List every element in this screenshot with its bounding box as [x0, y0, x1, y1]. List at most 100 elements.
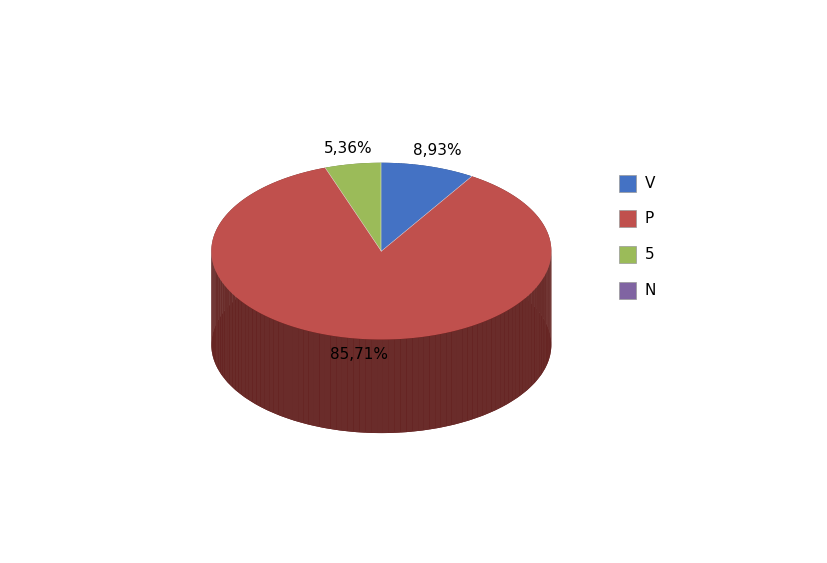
Polygon shape: [413, 337, 418, 432]
Polygon shape: [428, 166, 429, 260]
Polygon shape: [351, 164, 352, 258]
Polygon shape: [381, 163, 383, 256]
Polygon shape: [288, 176, 293, 271]
Polygon shape: [462, 328, 467, 422]
Polygon shape: [394, 163, 396, 257]
Polygon shape: [447, 169, 449, 263]
Polygon shape: [339, 166, 340, 259]
Polygon shape: [308, 331, 314, 426]
Polygon shape: [353, 338, 360, 432]
Polygon shape: [274, 320, 279, 415]
Polygon shape: [541, 221, 543, 318]
Polygon shape: [433, 167, 434, 261]
Polygon shape: [366, 163, 367, 257]
Polygon shape: [452, 330, 457, 425]
Polygon shape: [534, 287, 537, 383]
Polygon shape: [543, 275, 545, 372]
Polygon shape: [342, 165, 343, 258]
Polygon shape: [217, 274, 218, 370]
Text: 8,93%: 8,93%: [413, 144, 461, 158]
Polygon shape: [377, 163, 379, 256]
Polygon shape: [405, 164, 407, 257]
Polygon shape: [467, 326, 472, 421]
Polygon shape: [457, 329, 462, 424]
Polygon shape: [532, 289, 534, 386]
Polygon shape: [304, 171, 308, 266]
Polygon shape: [486, 182, 491, 277]
Polygon shape: [423, 336, 429, 430]
Polygon shape: [500, 312, 504, 408]
Polygon shape: [374, 163, 375, 256]
Polygon shape: [383, 339, 389, 433]
Polygon shape: [423, 166, 424, 259]
Polygon shape: [221, 220, 222, 316]
Polygon shape: [422, 166, 423, 259]
Polygon shape: [532, 209, 534, 306]
Polygon shape: [512, 194, 515, 291]
Polygon shape: [508, 192, 512, 288]
Polygon shape: [314, 169, 319, 263]
Bar: [619, 282, 636, 299]
Polygon shape: [476, 178, 481, 273]
Polygon shape: [449, 170, 451, 264]
Polygon shape: [537, 215, 539, 311]
Polygon shape: [481, 180, 486, 275]
Polygon shape: [230, 291, 232, 387]
Polygon shape: [461, 173, 462, 267]
Polygon shape: [371, 339, 377, 433]
Polygon shape: [265, 315, 270, 411]
Polygon shape: [246, 196, 249, 292]
Polygon shape: [463, 174, 465, 267]
Polygon shape: [435, 167, 437, 261]
Polygon shape: [319, 333, 325, 428]
Polygon shape: [443, 169, 444, 262]
Polygon shape: [452, 171, 453, 265]
Polygon shape: [491, 184, 495, 279]
Polygon shape: [523, 202, 525, 298]
Polygon shape: [270, 182, 274, 278]
Polygon shape: [412, 164, 414, 258]
Polygon shape: [359, 163, 360, 257]
Polygon shape: [512, 305, 516, 401]
Polygon shape: [385, 163, 386, 256]
Polygon shape: [329, 167, 330, 261]
Polygon shape: [341, 165, 342, 259]
Polygon shape: [283, 323, 288, 418]
Polygon shape: [222, 283, 225, 379]
Polygon shape: [466, 175, 467, 269]
Polygon shape: [338, 166, 339, 259]
Polygon shape: [539, 281, 542, 377]
Polygon shape: [238, 299, 241, 395]
Bar: [619, 175, 636, 191]
Polygon shape: [256, 311, 261, 407]
Polygon shape: [547, 266, 549, 363]
Polygon shape: [526, 295, 529, 391]
Polygon shape: [482, 320, 487, 416]
Polygon shape: [325, 163, 381, 251]
Bar: [619, 246, 636, 263]
Polygon shape: [214, 231, 216, 328]
Polygon shape: [328, 167, 329, 261]
Polygon shape: [418, 165, 420, 258]
Polygon shape: [500, 187, 504, 283]
Polygon shape: [356, 164, 357, 257]
Polygon shape: [467, 175, 469, 269]
Polygon shape: [261, 187, 265, 283]
Polygon shape: [325, 168, 326, 261]
Polygon shape: [367, 163, 368, 257]
Polygon shape: [523, 298, 526, 394]
Polygon shape: [549, 263, 550, 360]
Polygon shape: [332, 166, 333, 260]
Text: P: P: [645, 211, 654, 226]
Polygon shape: [386, 163, 388, 256]
Text: 5: 5: [645, 247, 654, 262]
Text: 5,36%: 5,36%: [323, 141, 372, 156]
Polygon shape: [472, 324, 477, 419]
Polygon shape: [213, 234, 214, 331]
Polygon shape: [369, 163, 370, 257]
Polygon shape: [236, 297, 238, 392]
Polygon shape: [236, 203, 238, 300]
Polygon shape: [345, 165, 346, 258]
Polygon shape: [343, 165, 344, 258]
Polygon shape: [225, 285, 227, 382]
